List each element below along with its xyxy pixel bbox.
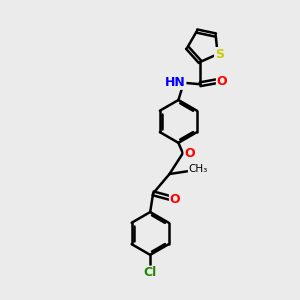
Text: Cl: Cl (143, 266, 157, 279)
Text: O: O (169, 193, 180, 206)
Text: O: O (184, 147, 195, 160)
Text: S: S (214, 48, 224, 61)
Text: CH₃: CH₃ (188, 164, 207, 174)
Text: HN: HN (165, 76, 186, 89)
Text: O: O (217, 75, 227, 88)
